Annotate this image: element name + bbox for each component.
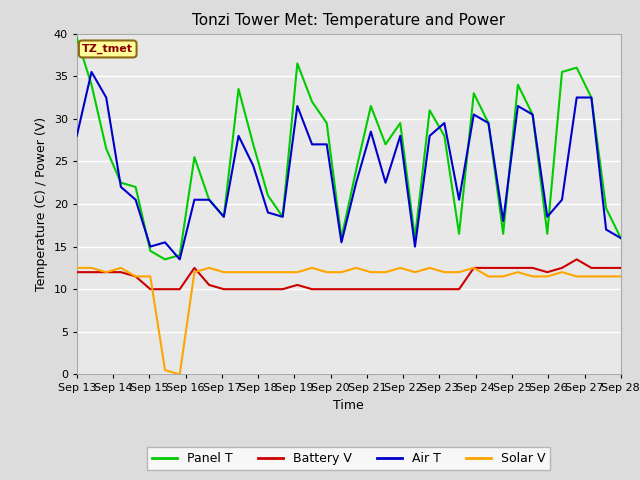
X-axis label: Time: Time: [333, 399, 364, 412]
Legend: Panel T, Battery V, Air T, Solar V: Panel T, Battery V, Air T, Solar V: [147, 447, 550, 470]
Title: Tonzi Tower Met: Temperature and Power: Tonzi Tower Met: Temperature and Power: [192, 13, 506, 28]
Text: TZ_tmet: TZ_tmet: [82, 44, 133, 54]
Y-axis label: Temperature (C) / Power (V): Temperature (C) / Power (V): [35, 117, 48, 291]
